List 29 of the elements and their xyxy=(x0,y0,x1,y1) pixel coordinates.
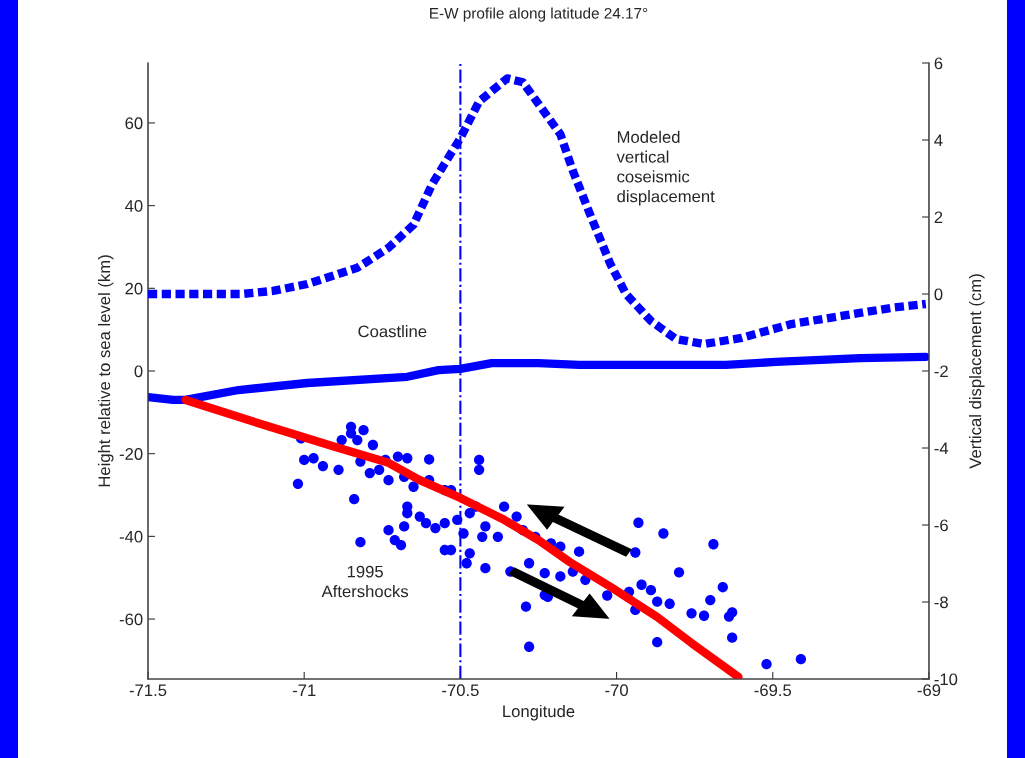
y-tick-label: 0 xyxy=(134,365,143,378)
y-tick-label: -60 xyxy=(119,613,143,626)
x-tick-label: -71.5 xyxy=(129,684,167,697)
annotation: 1995 Aftershocks xyxy=(321,565,409,598)
y2-tick-label: -8 xyxy=(934,596,948,609)
y2-tick-label: 2 xyxy=(934,211,943,224)
y-tick-label: -40 xyxy=(119,530,143,543)
y-tick-label: -20 xyxy=(119,448,143,460)
y2-tick-label: 4 xyxy=(934,134,943,147)
y-tick-label: 60 xyxy=(125,117,143,130)
y2-tick-label: 6 xyxy=(934,57,943,70)
y2-tick-label: -10 xyxy=(934,673,958,686)
x-tick-label: -70.5 xyxy=(442,684,479,697)
x-tick-label: -71 xyxy=(292,684,316,696)
y-axis-title: Height relative to sea level (km) xyxy=(97,255,114,487)
x-axis-title: Longitude xyxy=(503,704,575,721)
y-tick-label: 40 xyxy=(125,200,143,212)
ref-line-label: Coastline xyxy=(358,325,427,338)
x-tick-label: -69.5 xyxy=(754,684,792,697)
chart-title: E-W profile along latitude 24.17° xyxy=(430,7,648,22)
y2-tick-label: 0 xyxy=(934,288,943,301)
x-tick-label: -69 xyxy=(917,684,941,697)
y-tick-label: 20 xyxy=(125,282,143,295)
y2-tick-label: -6 xyxy=(934,519,948,532)
annotation: Modeled vertical coseismic displacement xyxy=(616,130,715,206)
y2-tick-label: -4 xyxy=(934,442,949,455)
y2-tick-label: -2 xyxy=(934,365,948,378)
y2-axis-title: Vertical displacement (cm) xyxy=(969,274,985,469)
x-tick-label: -70 xyxy=(605,684,628,697)
